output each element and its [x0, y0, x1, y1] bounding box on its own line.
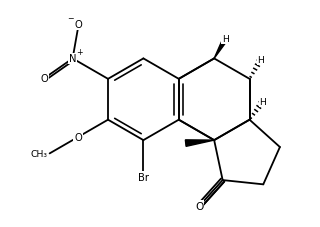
- Text: +: +: [76, 48, 83, 57]
- Text: −: −: [68, 14, 74, 23]
- Polygon shape: [185, 140, 214, 147]
- Text: H: H: [259, 98, 266, 106]
- Text: H: H: [222, 35, 229, 44]
- Text: O: O: [195, 201, 204, 211]
- Text: O: O: [40, 74, 48, 84]
- Text: O: O: [74, 133, 82, 142]
- Text: CH₃: CH₃: [31, 149, 48, 158]
- Polygon shape: [214, 39, 228, 59]
- Text: O: O: [74, 133, 82, 142]
- Text: O: O: [40, 74, 48, 84]
- Text: N: N: [69, 54, 76, 64]
- Text: O: O: [75, 20, 83, 30]
- Text: Br: Br: [138, 172, 149, 182]
- Text: N: N: [69, 54, 76, 64]
- Text: Br: Br: [138, 172, 149, 182]
- Text: O: O: [195, 201, 204, 211]
- Text: H: H: [257, 56, 264, 65]
- Text: H: H: [259, 98, 266, 106]
- Text: H: H: [257, 56, 264, 65]
- Text: CH₃: CH₃: [31, 149, 48, 158]
- Text: H: H: [222, 35, 229, 44]
- Text: O: O: [75, 20, 83, 30]
